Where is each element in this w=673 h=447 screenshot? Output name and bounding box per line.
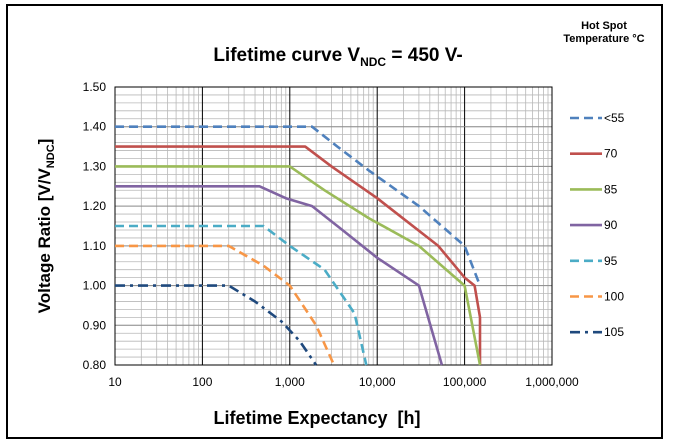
y-tick-label: 0.80 xyxy=(83,358,107,372)
plot-area xyxy=(115,87,552,365)
x-axis-title: Lifetime Expectancy [h] xyxy=(213,408,420,428)
chart-title-subscript: NDC xyxy=(360,55,386,69)
y-tick-label: 1.50 xyxy=(83,80,107,94)
x-tick-label: 10 xyxy=(108,375,122,389)
series-line-1 xyxy=(115,145,482,365)
legend-title-line: Temperature °C xyxy=(563,33,644,45)
legend-label-3: 90 xyxy=(604,218,618,232)
x-tick-label: 1,000 xyxy=(275,375,305,389)
x-tick-label: 1,000,000 xyxy=(525,375,579,389)
legend-label-4: 95 xyxy=(604,254,618,268)
series-line-6 xyxy=(115,284,318,366)
series-line-4 xyxy=(115,224,368,366)
y-tick-label: 1.10 xyxy=(83,239,107,253)
series-line-3 xyxy=(115,185,444,366)
series-line-2 xyxy=(115,165,482,366)
y-tick-label: 1.00 xyxy=(83,279,107,293)
legend-label-6: 105 xyxy=(604,325,624,339)
x-tick-label: 100 xyxy=(192,375,212,389)
y-tick-label: 1.40 xyxy=(83,120,107,134)
series-line-5 xyxy=(115,244,336,366)
y-axis-title-subscript: NDC xyxy=(45,144,57,168)
y-axis-title: Voltage Ratio [V/VNDC] xyxy=(35,139,57,314)
y-axis-title-suffix: ] xyxy=(35,139,54,145)
legend-label-2: 85 xyxy=(604,182,618,196)
x-tick-label: 10,000 xyxy=(359,375,396,389)
chart-title: Lifetime curve VNDC = 450 V- xyxy=(213,45,462,69)
y-tick-label: 1.20 xyxy=(83,199,107,213)
y-tick-label: 1.30 xyxy=(83,159,107,173)
chart-title-suffix: = 450 V- xyxy=(386,45,463,66)
legend-title-line: Hot Spot xyxy=(581,20,627,32)
legend-label-5: 100 xyxy=(604,290,624,304)
legend-label-1: 70 xyxy=(604,147,618,161)
y-axis-title-main: Voltage Ratio [V/V xyxy=(35,168,54,314)
y-tick-label: 0.90 xyxy=(83,318,107,332)
chart-title-main: Lifetime curve V xyxy=(213,45,360,66)
legend-label-0: <55 xyxy=(604,111,625,125)
series-line-0 xyxy=(115,125,482,287)
x-tick-label: 100,000 xyxy=(443,375,487,389)
